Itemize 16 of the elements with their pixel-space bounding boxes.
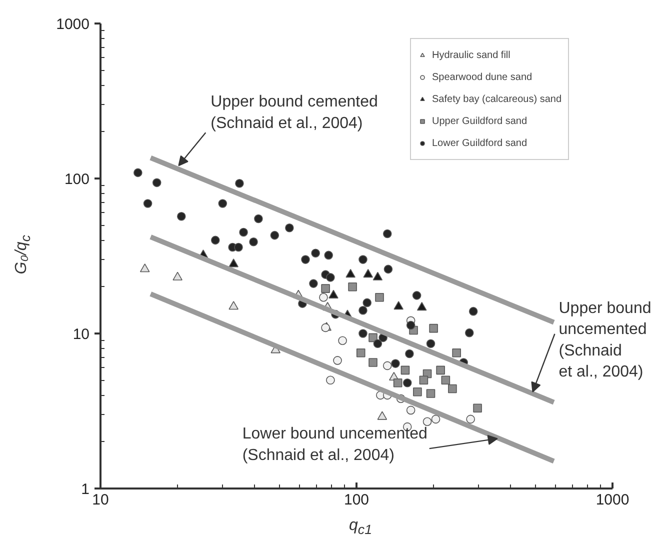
annotation: Upper bound cemented (Schnaid et al., 2004) (210, 94, 378, 132)
x-axis-title: q$_{c1}$ (349, 516, 372, 540)
y-tick-label: 10 (72, 326, 90, 343)
x-tick-label: 100 (344, 492, 370, 508)
legend-label: Safety bay (calcareous) sand (432, 93, 562, 105)
legend-label: Lower Guildford sand (432, 137, 528, 149)
y-tick-label: 1000 (56, 16, 90, 33)
legend-label: Spearwood dune sand (432, 71, 534, 83)
y-tick-label: 100 (64, 171, 90, 188)
x-tick-label: 10 (92, 492, 109, 508)
x-tick-label: 1000 (596, 492, 630, 508)
annotation: Upper bound uncemented (Schnaid et al., 2004) (558, 300, 652, 381)
annotation: Lower bound uncemented (Schnaid et al., 2004) (242, 426, 428, 464)
y-tick-label: 1 (81, 481, 90, 498)
legend-label: Hydraulic sand fill (432, 49, 512, 61)
legend-label: Upper Guildford sand (432, 115, 528, 127)
